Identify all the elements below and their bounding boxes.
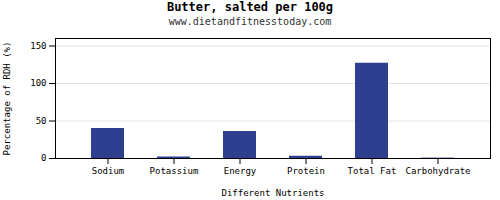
svg-text:Percentage of RDH (%): Percentage of RDH (%) (2, 42, 12, 156)
svg-text:Sodium: Sodium (92, 166, 125, 176)
svg-text:0: 0 (41, 153, 46, 163)
svg-text:Total Fat: Total Fat (348, 166, 397, 176)
svg-text:Energy: Energy (224, 166, 257, 176)
svg-text:Potassium: Potassium (150, 166, 199, 176)
html-text:Butter, salted per 100g: Butter, salted per 100g (166, 0, 334, 14)
svg-text:100: 100 (30, 78, 46, 88)
svg-text:Protein: Protein (287, 166, 325, 176)
svg-text:Different Nutrients: Different Nutrients (222, 188, 325, 198)
svg-text:150: 150 (30, 41, 46, 51)
svg-text:50: 50 (36, 116, 47, 126)
html-text:www.dietandfitnesstoday.com: www.dietandfitnesstoday.com (168, 16, 332, 27)
svg-text:Carbohydrate: Carbohydrate (405, 166, 470, 176)
